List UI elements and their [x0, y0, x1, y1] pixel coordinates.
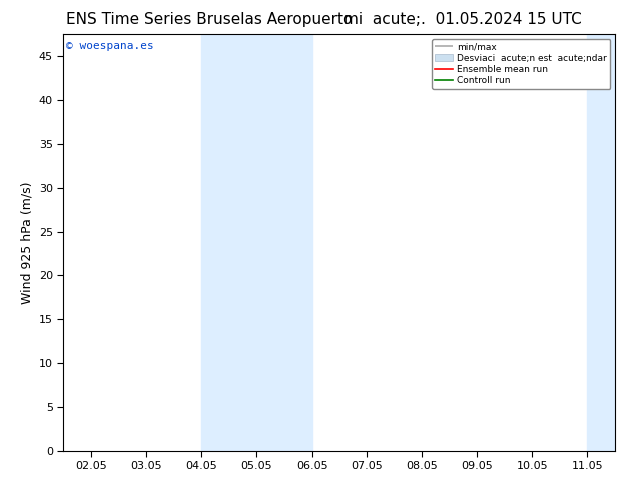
Y-axis label: Wind 925 hPa (m/s): Wind 925 hPa (m/s)	[20, 181, 34, 304]
Text: ENS Time Series Bruselas Aeropuerto: ENS Time Series Bruselas Aeropuerto	[66, 12, 353, 27]
Bar	[202, 34, 256, 451]
Text: © woespana.es: © woespana.es	[66, 41, 154, 50]
Bar	[256, 34, 312, 451]
Text: mi  acute;.  01.05.2024 15 UTC: mi acute;. 01.05.2024 15 UTC	[344, 12, 581, 27]
Legend: min/max, Desviaci  acute;n est  acute;ndar, Ensemble mean run, Controll run: min/max, Desviaci acute;n est acute;ndar…	[432, 39, 611, 89]
Bar	[588, 34, 634, 451]
